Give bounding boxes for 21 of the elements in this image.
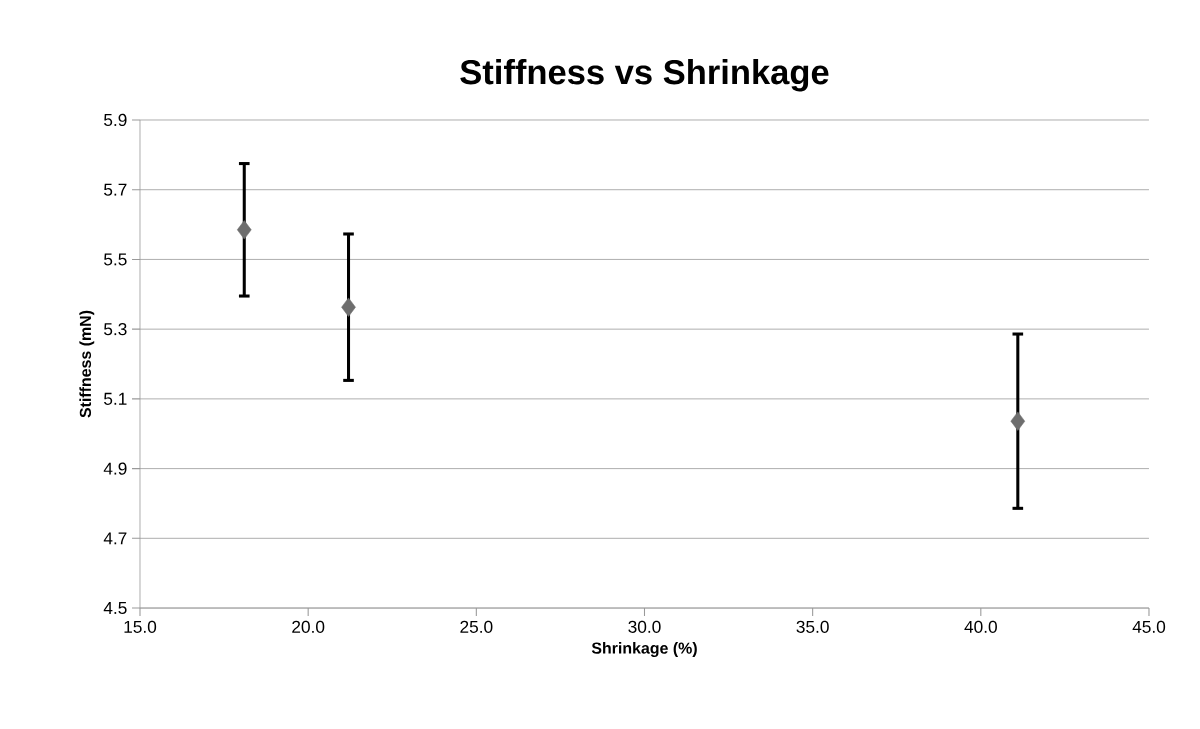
- x-tick-label: 35.0: [796, 620, 829, 633]
- x-tick-label: 45.0: [1132, 620, 1166, 633]
- y-tick-label: 4.7: [103, 532, 127, 545]
- point: [1010, 411, 1026, 431]
- x-tick-label: 20.0: [292, 620, 325, 633]
- x-tick-label: 30.0: [628, 620, 661, 633]
- x-tick-label: 25.0: [460, 620, 493, 633]
- chart-title: Stiffness vs Shrinkage: [460, 59, 829, 92]
- y-tick-label: 5.9: [104, 113, 127, 127]
- x-tick-label: 15.0: [124, 620, 157, 633]
- y-tick-label: 5.3: [104, 323, 127, 336]
- y-tick-label: 5.5: [104, 253, 127, 266]
- y-tick-label: 5.7: [104, 183, 127, 196]
- y-axis-title: Stiffness (mN): [79, 310, 95, 418]
- x-tick-label: 40.0: [964, 620, 997, 633]
- point: [237, 220, 252, 240]
- x-axis-title: Shrinkage (%): [591, 642, 697, 657]
- y-tick-label: 4.9: [103, 462, 127, 475]
- y-tick-label: 5.1: [104, 392, 127, 405]
- y-tick-label: 4.5: [103, 601, 127, 615]
- point: [341, 297, 356, 317]
